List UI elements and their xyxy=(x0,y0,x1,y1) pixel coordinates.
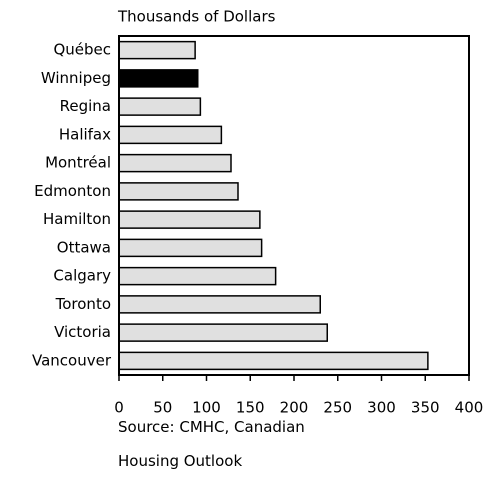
y-tick-label: Québec xyxy=(53,41,111,59)
x-tick-label: 50 xyxy=(153,399,172,417)
bar xyxy=(118,238,263,258)
x-tick-label: 150 xyxy=(236,399,265,417)
y-tick-label: Vancouver xyxy=(32,351,112,369)
y-tick-label: Halifax xyxy=(59,125,111,143)
bar xyxy=(118,210,261,229)
y-tick-label: Winnipeg xyxy=(41,69,111,87)
bar xyxy=(118,351,429,371)
chart-title: Thousands of Dollars xyxy=(117,8,276,26)
y-tick-label: Toronto xyxy=(55,295,111,313)
bar xyxy=(118,125,223,145)
bar xyxy=(118,97,202,116)
y-tick-label: Victoria xyxy=(54,323,111,341)
y-tick-label: Edmonton xyxy=(34,182,111,200)
x-tick-label: 100 xyxy=(192,399,221,417)
bar xyxy=(118,182,239,201)
x-tick-label: 300 xyxy=(367,399,396,417)
source-note: Source: CMHC, Canadian Housing Outlook xyxy=(118,418,305,470)
x-tick-label: 350 xyxy=(411,399,440,417)
bar xyxy=(118,69,199,88)
y-tick-label: Calgary xyxy=(53,267,111,285)
y-tick-label: Regina xyxy=(60,97,111,115)
y-tick-label: Montréal xyxy=(45,154,111,172)
bar xyxy=(118,295,321,314)
x-tick-label: 200 xyxy=(280,399,309,417)
plot-frame xyxy=(118,35,470,376)
bar xyxy=(118,40,196,60)
x-tick-label: 250 xyxy=(323,399,352,417)
y-tick-label: Ottawa xyxy=(57,238,111,256)
x-tick-label: 400 xyxy=(455,399,484,417)
x-tick-label: 0 xyxy=(114,399,124,417)
bar xyxy=(118,323,328,342)
bar xyxy=(118,266,277,286)
bar xyxy=(118,153,232,173)
y-tick-label: Hamilton xyxy=(43,210,111,228)
